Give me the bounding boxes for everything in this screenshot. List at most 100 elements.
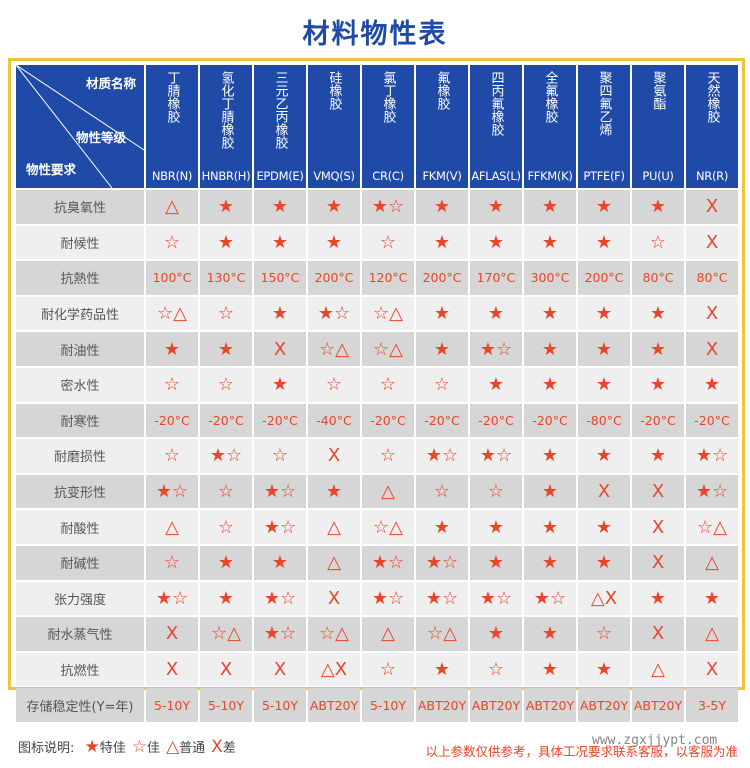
rating-cell: ☆△	[686, 510, 738, 544]
disclaimer-note: 以上参数仅供参考，具体工况要求联系客服，以客服为准	[425, 744, 738, 759]
column-header: 氢化丁腈橡胶 HNBR(H)	[200, 65, 252, 188]
rating-cell: ★	[578, 510, 630, 544]
rating-cell: △	[146, 510, 198, 544]
table-row: 抗熱性 100°C 130°C 150°C 200°C 120°C 200°C 170°C 30…	[16, 261, 738, 295]
page-title: 材料物性表	[302, 19, 448, 50]
rating-cell: 200°C	[308, 261, 360, 295]
rating-cell: ★☆	[308, 296, 360, 331]
rating-cell: ★	[470, 510, 522, 544]
rating-cell: -20°C	[146, 403, 198, 438]
corner-grade: 物性等级	[76, 130, 127, 145]
rating-cell: ☆△	[362, 332, 414, 366]
material-table-frame: 材质名称 物性等级 物性要求 丁腈橡胶 NBR(N) 氢化丁腈橡胶 HNBR(H) 三元…	[8, 58, 745, 722]
rating-cell: ★☆	[200, 439, 252, 473]
rating-cell: X	[254, 652, 306, 687]
rating-cell: ★	[254, 367, 306, 402]
rating-cell: ☆△	[146, 296, 198, 331]
rating-cell: ★	[524, 190, 576, 224]
rating-cell: ★	[632, 296, 684, 331]
material-name: 氟橡胶	[434, 71, 450, 110]
property-label: 抗熱性	[16, 261, 144, 295]
rating-cell: ★☆	[470, 581, 522, 616]
rating-cell: ☆	[200, 367, 252, 402]
rating-cell: ★	[200, 545, 252, 580]
material-name: 氯丁橡胶	[380, 71, 396, 123]
corner-requirement: 物性要求	[26, 162, 77, 177]
watermark: www.zgxjjypt.com	[592, 733, 718, 748]
material-name: 全氟橡胶	[542, 71, 558, 123]
column-header: 氯丁橡胶 CR(C)	[362, 65, 414, 188]
rating-cell: ★	[632, 332, 684, 366]
rating-cell: X	[146, 652, 198, 687]
rating-cell: ☆	[416, 367, 468, 402]
rating-cell: 300°C	[524, 261, 576, 295]
rating-cell: 3-5Y	[686, 688, 738, 722]
property-label: 耐磨损性	[16, 439, 144, 473]
diagonal-lines	[16, 65, 144, 188]
rating-cell: ★	[632, 190, 684, 224]
rating-cell: X	[632, 510, 684, 544]
rating-cell: ABT20Y	[308, 688, 360, 722]
rating-cell: ★☆	[362, 190, 414, 224]
rating-cell: △	[146, 190, 198, 224]
column-header: 全氟橡胶 FFKM(K)	[524, 65, 576, 188]
legend-text: 特佳	[99, 741, 126, 756]
table-header-row: 材质名称 物性等级 物性要求 丁腈橡胶 NBR(N) 氢化丁腈橡胶 HNBR(H) 三元…	[16, 65, 738, 188]
rating-cell: ★☆	[416, 545, 468, 580]
rating-cell: ★	[524, 652, 576, 687]
rating-cell: X	[578, 474, 630, 509]
rating-cell: ★	[632, 367, 684, 402]
rating-cell: ★	[686, 581, 738, 616]
rating-cell: ★	[632, 439, 684, 473]
rating-cell: ☆	[200, 474, 252, 509]
rating-cell: ABT20Y	[470, 688, 522, 722]
material-name: 聚四氟乙烯	[596, 71, 612, 136]
legend-text: 差	[222, 741, 236, 756]
material-code: AFLAS(L)	[471, 169, 521, 183]
rating-cell: 5-10Y	[200, 688, 252, 722]
property-label: 耐水蒸气性	[16, 617, 144, 651]
corner-header: 材质名称 物性等级 物性要求	[16, 65, 144, 188]
table-row: 耐油性 ★ ★ X ☆△ ☆△ ★ ★☆ ★ ★ ★ X	[16, 332, 738, 366]
rating-cell: ★	[578, 439, 630, 473]
rating-cell: ★	[146, 332, 198, 366]
rating-cell: ☆	[254, 439, 306, 473]
rating-cell: X	[254, 332, 306, 366]
rating-cell: ☆	[362, 225, 414, 260]
rating-cell: ★	[416, 225, 468, 260]
rating-cell: ★	[524, 225, 576, 260]
rating-cell: ★☆	[416, 581, 468, 616]
property-label: 抗变形性	[16, 474, 144, 509]
rating-cell: X	[146, 617, 198, 651]
rating-cell: -20°C	[416, 403, 468, 438]
rating-cell: ☆△	[308, 332, 360, 366]
material-code: NBR(N)	[151, 169, 193, 183]
material-code: PTFE(F)	[583, 169, 625, 183]
property-label: 密水性	[16, 367, 144, 402]
rating-cell: X	[308, 439, 360, 473]
property-label: 抗燃性	[16, 652, 144, 687]
property-label: 耐酸性	[16, 510, 144, 544]
rating-cell: ★	[524, 510, 576, 544]
table-row: 耐碱性 ☆ ★ ★ △ ★☆ ★☆ ★ ★ ★ X △	[16, 545, 738, 580]
rating-cell: ★	[524, 617, 576, 651]
rating-cell: ★	[308, 190, 360, 224]
rating-cell: 80°C	[686, 261, 738, 295]
column-header: 聚四氟乙烯 PTFE(F)	[578, 65, 630, 188]
rating-cell: ☆	[470, 652, 522, 687]
table-row: 耐水蒸气性 X ☆△ ★☆ ☆△ △ ☆△ ★ ★ ☆ X △	[16, 617, 738, 651]
rating-cell: ★	[524, 545, 576, 580]
rating-cell: ABT20Y	[578, 688, 630, 722]
rating-cell: X	[308, 581, 360, 616]
material-name: 硅橡胶	[326, 71, 342, 110]
rating-cell: ★	[254, 545, 306, 580]
legend-symbol: X	[211, 737, 223, 757]
rating-cell: ★	[686, 367, 738, 402]
property-label: 耐碱性	[16, 545, 144, 580]
column-header: 硅橡胶 VMQ(S)	[308, 65, 360, 188]
rating-cell: ☆	[200, 296, 252, 331]
material-code: VMQ(S)	[313, 169, 355, 183]
rating-cell: ABT20Y	[416, 688, 468, 722]
rating-cell: X	[686, 296, 738, 331]
rating-cell: X	[686, 225, 738, 260]
